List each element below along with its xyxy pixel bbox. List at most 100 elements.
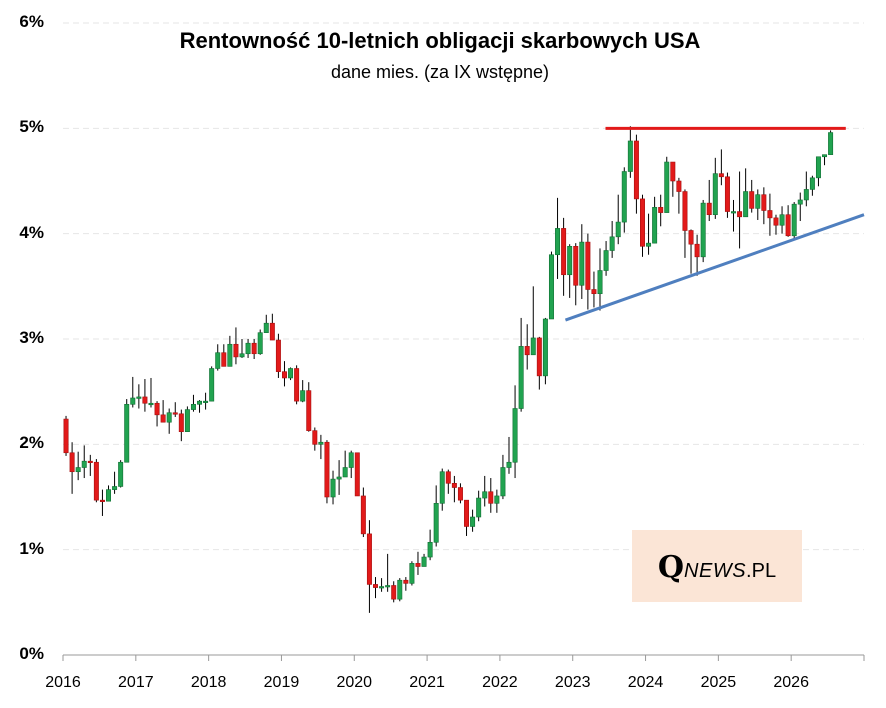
x-tick-label: 2022 [482,674,518,691]
x-axis [62,654,865,661]
candle-down [93,461,99,501]
candle-up [828,132,834,155]
candle-up [512,408,518,463]
candle-up [263,322,269,333]
candle-up [239,353,245,358]
candle-up [209,368,215,402]
candle-down [561,228,567,276]
candle-down [251,342,257,355]
candle-down [536,337,542,377]
candle-down [464,499,470,527]
chart-subtitle: dane mies. (za IX wstępne) [330,62,550,82]
candle-down [87,460,93,463]
candle-up [779,214,785,226]
candle-down [373,584,378,588]
candle-up [75,467,81,473]
candle-down [451,483,457,488]
candle-up [439,471,445,504]
candle-down [682,191,688,231]
candle-up [227,343,233,367]
candle-up [500,467,506,497]
candle-up [609,236,615,251]
candle-up [712,173,718,216]
trend-lines [564,126,865,322]
candle-up [803,189,809,201]
candle-up [555,228,561,256]
x-tick-label: 2023 [554,674,591,691]
candle-up [318,441,324,445]
candle-up [421,556,427,567]
candle-down [160,414,166,423]
qnews-logo: QNEWS.PL [632,530,802,602]
candle-up [385,585,391,588]
gridlines [63,22,864,551]
logo-news: NEWS [684,560,747,582]
candle-up [476,497,482,518]
x-tick-label: 2020 [336,674,373,691]
candle-up [245,342,251,355]
y-tick-label: 4% [19,222,44,242]
candle-down [688,230,694,245]
candle-up [731,211,736,214]
x-tick-label: 2017 [118,674,154,691]
candle-down [69,452,75,473]
x-tick-label: 2024 [627,674,664,691]
x-tick-label: 2025 [700,674,737,691]
candle-up [427,541,433,558]
candle-up [603,250,609,271]
candle-down [354,452,360,497]
y-tick-label: 1% [19,538,44,558]
candle-up [348,452,354,468]
candle-up [597,270,603,295]
candle-down [749,191,755,209]
x-tick-label: 2018 [190,674,227,691]
candle-down [676,180,682,192]
candle-down [706,202,712,216]
candles [63,126,834,613]
candle-up [755,194,761,209]
candle-down [585,241,591,290]
candle-up [482,491,488,499]
candle-up [203,400,209,403]
candle-up [300,390,306,402]
candle-up [506,461,512,468]
candle-down [269,322,275,341]
x-tick-label: 2019 [263,674,300,691]
candle-up [112,486,118,490]
candle-up [124,404,130,463]
candle-up [627,140,633,172]
candle-up [664,161,670,213]
candle-down [154,402,160,416]
candle-up [106,489,111,502]
candle-up [548,254,554,320]
candle-down [294,368,300,402]
candle-down [785,214,791,237]
candle-down [658,207,664,213]
candle-up [342,467,348,478]
candle-down [275,339,281,372]
candle-up [621,171,627,223]
x-tick-label: 2026 [773,674,809,691]
candle-down [445,471,451,484]
candle-up [494,495,500,504]
candle-up [518,346,524,409]
candle-up [215,352,221,369]
candle-down [366,533,372,585]
candle-down [724,176,730,212]
logo-pl: .PL [746,560,777,582]
candle-up [542,318,548,377]
candle-down [773,217,779,226]
candle-down [633,140,639,200]
candle-up [148,402,154,406]
candle-up [288,368,294,379]
candle-up [652,207,658,244]
candle-up [797,199,803,205]
candle-up [470,516,476,527]
x-tick-label: 2016 [45,674,81,691]
candle-down [737,211,743,218]
candle-down [718,173,724,178]
candle-up [379,586,385,589]
candle-down [591,289,597,295]
candle-up [197,400,203,405]
